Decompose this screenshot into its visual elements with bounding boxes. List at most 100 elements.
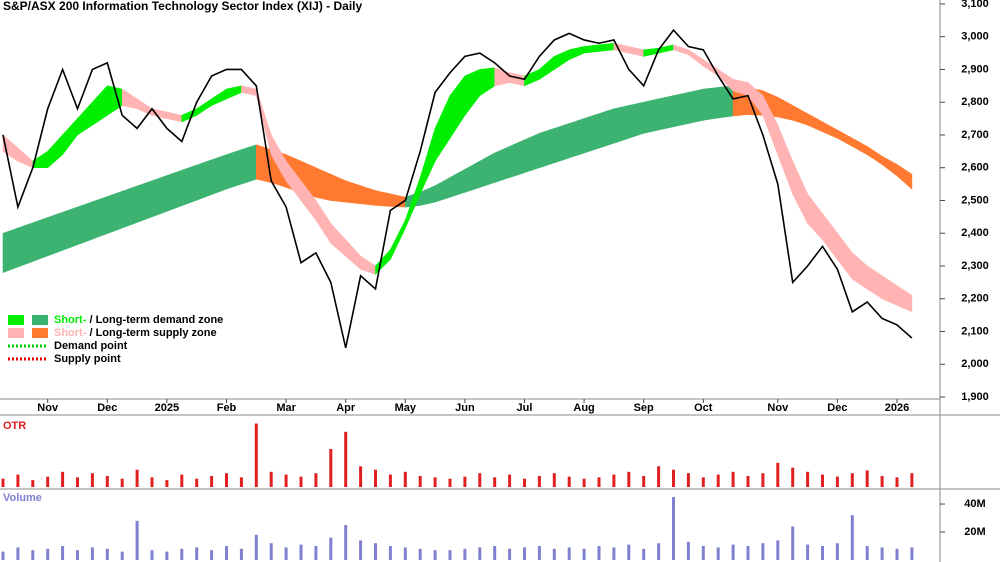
bar [910,547,914,560]
bar [269,543,273,560]
bar [61,546,65,560]
long-zone [375,190,391,207]
long-zone [717,85,734,119]
bar [165,551,169,560]
bar [225,546,228,560]
bar [463,548,467,560]
long-zone [17,222,34,268]
y-tick-label: 2,000 [961,358,989,370]
legend-label: Supply point [54,353,121,365]
bar [418,475,422,487]
bar [46,548,50,560]
x-tick-label: May [395,402,417,414]
bar [478,473,482,487]
bar [761,473,765,487]
bar [597,477,601,487]
long-zone [330,173,347,203]
bar [403,471,407,487]
bar [135,469,139,487]
bar [344,431,348,487]
long-zone [792,104,808,126]
bar [90,547,94,560]
bar [105,548,109,560]
bar [195,478,199,487]
bar [388,474,392,487]
long-zone [553,123,570,164]
bar [552,473,556,487]
bar [239,477,243,487]
long-zone [226,149,242,190]
bar [582,548,586,560]
bar [180,548,184,560]
bar [537,475,541,487]
bar [433,550,437,560]
bar [821,474,824,487]
legend-long: Long-term supply zone [96,327,217,339]
short-zone [226,85,242,100]
bar [31,480,35,487]
bar [746,546,750,560]
bar [254,534,258,560]
bar [254,423,258,487]
bar [105,475,109,487]
x-tick-label: Jun [455,402,475,414]
long-zone [360,185,376,206]
long-zone [211,154,227,196]
bar [821,546,824,560]
long-zone [345,180,361,205]
y-tick-label: 2,900 [961,63,989,75]
bar [463,476,467,487]
bar [791,526,795,560]
legend-separator: / [86,314,95,326]
long-zone [92,196,108,240]
bar [314,546,318,560]
bar [776,462,780,487]
bar [359,540,363,560]
x-tick-label: 2025 [155,402,179,414]
long-zone [196,159,212,201]
bar [537,546,541,560]
x-tick-label: Apr [336,402,356,414]
x-tick-label: Dec [97,402,117,414]
bar [895,548,899,560]
y-tick-label: 2,200 [961,293,989,305]
x-tick-label: Sep [634,402,654,414]
y-tick-label: 2,500 [961,194,989,206]
bar [597,546,601,560]
bar [329,449,333,487]
long-zone [449,168,466,198]
bar [135,520,139,560]
legend-swatch [8,315,24,325]
bar [850,515,854,560]
bar [895,477,899,487]
bar [612,474,616,487]
y-tick-label: 40M [964,498,985,510]
long-zone [673,92,689,128]
bar [642,475,646,487]
bar [910,473,914,487]
y-tick-label: 2,700 [961,129,989,141]
legend-label: Short- / Long-term demand zone [54,314,223,326]
short-zone [345,239,361,270]
short-zone [777,125,794,195]
long-zone [181,164,197,207]
bar [627,471,631,487]
short-zone [539,55,555,80]
short-zone [524,68,540,87]
long-zone [479,152,496,188]
long-zone [837,129,853,147]
bar [150,550,154,560]
short-zone [419,128,436,195]
bar [716,474,720,487]
bar [657,543,661,560]
long-zone [241,144,257,185]
x-tick-label: Nov [767,402,789,414]
long-zone [822,121,838,139]
bar [433,477,437,487]
short-zone [330,222,347,257]
short-zone [896,285,913,313]
long-zone [777,96,794,121]
short-zone [196,98,212,116]
bar [880,475,884,487]
